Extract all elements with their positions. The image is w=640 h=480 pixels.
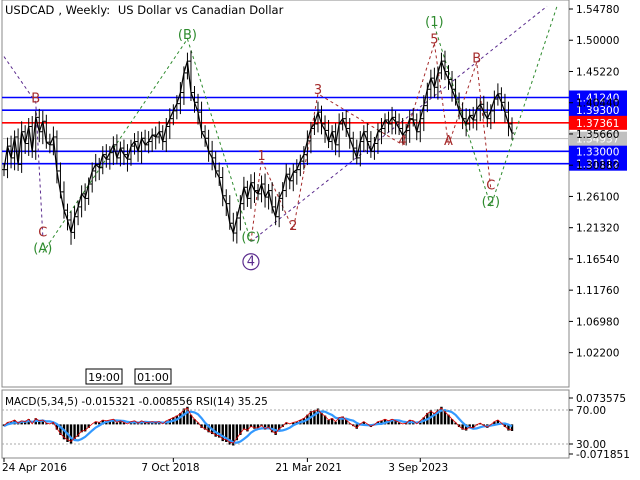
wave-label: 1 [257, 149, 265, 164]
wave-labels: (A) C B (B) (C) 4 1 2 3 4 5 (1) A B C (2) [31, 15, 500, 271]
wave-label: (2) [482, 195, 500, 210]
wave-label: B [31, 91, 40, 106]
wave-label: 4 [398, 134, 406, 149]
time-tick-label: 21 Mar 2021 [275, 462, 342, 474]
level-price-badge [569, 103, 627, 118]
timeframe-label: Weekly: [65, 3, 111, 17]
osc-tick-label: 0.073575 [576, 393, 626, 405]
purple-channel-left [3, 56, 44, 237]
wave-label-circle [242, 253, 260, 271]
oscillator-label: MACD(5,34,5) -0.015321 -0.008556 RSI(14)… [5, 396, 268, 408]
wave-label: B [472, 51, 481, 66]
current-price-label: 1.34937 [576, 134, 619, 146]
oscillator-series [2, 406, 514, 446]
time-marker-2-text: 01:00 [137, 371, 169, 384]
level-price-label: 1.31112 [576, 159, 619, 171]
price-line [3, 59, 513, 236]
macd-signal-line [3, 408, 513, 444]
price-tick-label: 1.02200 [576, 348, 619, 360]
level-price-label: 1.39300 [576, 105, 619, 117]
red-impulse-path [250, 43, 435, 242]
level-price-badge [569, 115, 627, 130]
price-tick-label: 1.35660 [576, 129, 619, 141]
time-axis[interactable]: 24 Apr 2016 7 Oct 2018 21 Mar 2021 3 Sep 20… [2, 458, 448, 474]
level-price-badge [569, 144, 627, 159]
description-label: US Dollar vs Canadian Dollar [117, 3, 284, 17]
osc-tick-label: -0.071851 [576, 449, 630, 461]
price-tick-label: 1.30880 [576, 160, 619, 172]
level-price-label: 1.37361 [576, 118, 619, 130]
time-marker-1[interactable]: 19:00 [85, 368, 123, 385]
wave-label: (B) [178, 28, 197, 43]
level-price-badge [569, 90, 627, 105]
time-tick-label: 7 Oct 2018 [141, 462, 199, 474]
level-price-badge [569, 156, 627, 171]
wave-label: C [38, 225, 47, 240]
chart-header: USDCAD, Weekly: US Dollar vs Canadian Do… [5, 3, 284, 17]
price-axis[interactable]: 1.54780 1.50000 1.45220 1.40440 1.35660 1.308… [569, 4, 619, 360]
wave-label: (C) [241, 231, 260, 246]
level-price-label: 1.41240 [576, 92, 619, 104]
price-tick-label: 1.06980 [576, 316, 619, 328]
wave-label: 2 [289, 219, 297, 234]
wave-label: 5 [430, 33, 438, 48]
osc-tick-label: 30.00 [576, 439, 606, 451]
price-tick-label: 1.54780 [576, 4, 619, 16]
main-plot-frame [1, 0, 570, 388]
level-price-label: 1.33000 [576, 146, 619, 158]
symbol-label: USDCAD [5, 3, 55, 17]
green-wave-abc [42, 37, 252, 253]
wave-label: 3 [314, 83, 322, 98]
time-tick-label: 24 Apr 2016 [2, 462, 67, 474]
osc-tick-label: 70.00 [576, 405, 606, 417]
price-tick-label: 1.50000 [576, 35, 619, 47]
price-tick-label: 1.16540 [576, 254, 619, 266]
wave-label: 4 [247, 255, 255, 270]
price-tick-label: 1.40440 [576, 98, 619, 110]
time-marker-2[interactable]: 01:00 [134, 368, 172, 385]
time-marker-1-text: 19:00 [88, 371, 120, 384]
wave-label: (A) [33, 242, 52, 257]
wave-label: C [486, 178, 495, 193]
wave-label: (1) [425, 15, 443, 30]
rsi-line [3, 407, 513, 444]
price-tick-label: 1.21320 [576, 223, 619, 235]
current-price-badge [569, 131, 627, 146]
price-tick-label: 1.45220 [576, 66, 619, 78]
wave-label: A [444, 134, 453, 149]
price-series [2, 50, 514, 245]
price-tick-label: 1.26100 [576, 191, 619, 203]
price-tick-label: 1.11760 [576, 285, 619, 297]
time-tick-label: 3 Sep 2023 [388, 462, 448, 474]
